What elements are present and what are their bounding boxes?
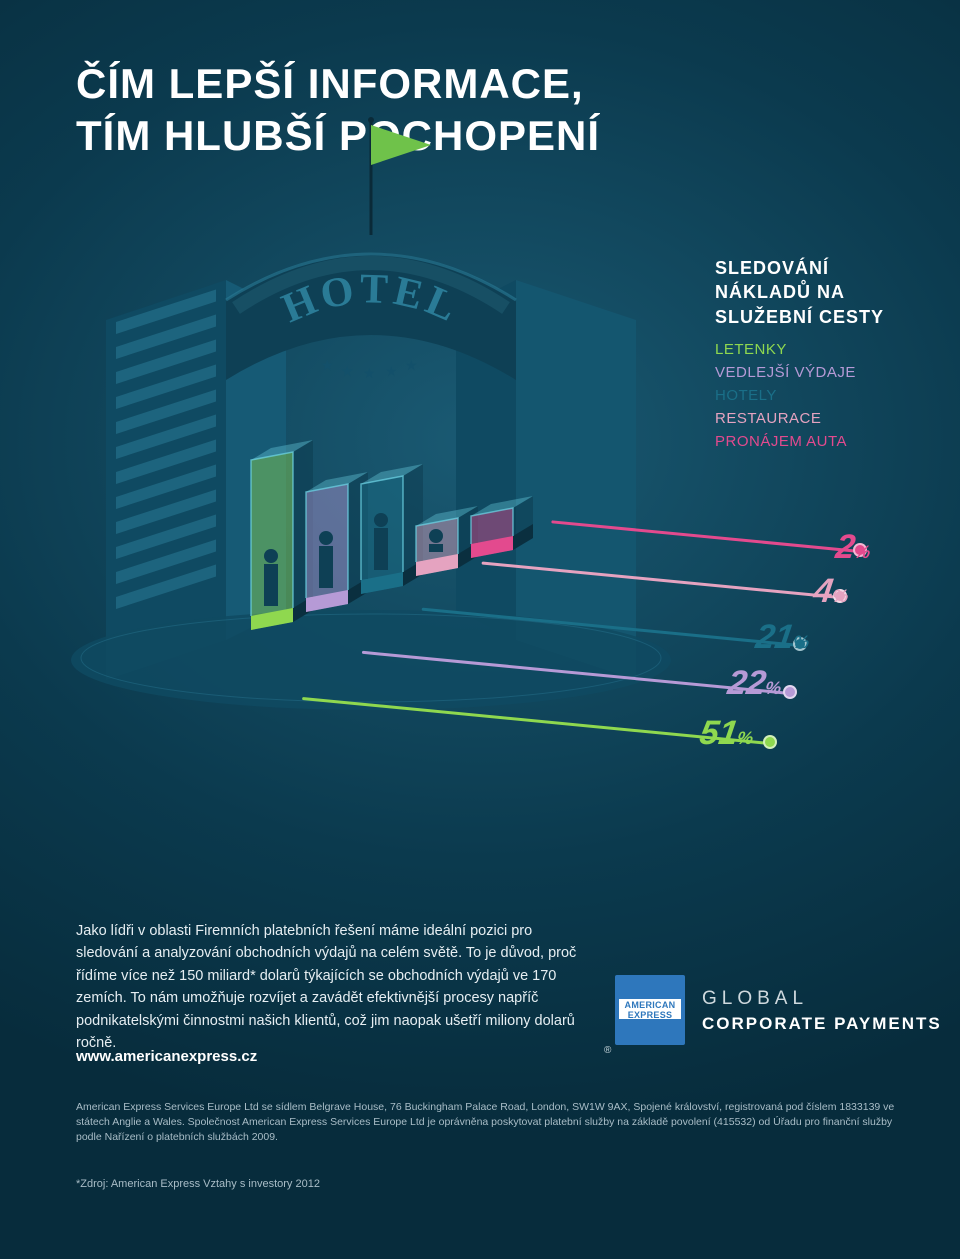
legend-heading-l2: NÁKLADŮ NA <box>715 282 845 302</box>
legend: SLEDOVÁNÍ NÁKLADŮ NA SLUŽEBNÍ CESTY LETE… <box>715 256 884 456</box>
source-note: *Zdroj: American Express Vztahy s invest… <box>76 1178 320 1190</box>
global-corporate-payments: GLOBAL CORPORATE PAYMENTS <box>702 988 942 1034</box>
pct-label-hotely: 21% <box>753 618 812 657</box>
body-paragraph: Jako lídři v oblasti Firemních platebníc… <box>76 920 596 1055</box>
page-title: ČÍM LEPŠÍ INFORMACE, TÍM HLUBŠÍ POCHOPEN… <box>76 60 600 160</box>
legend-item: LETENKY <box>715 341 884 358</box>
gcp-line-1: GLOBAL <box>702 988 942 1010</box>
pct-label-restaurace: 4% <box>811 572 851 611</box>
amex-line-1: AMERICAN <box>625 1000 676 1010</box>
gcp-line-2: CORPORATE PAYMENTS <box>702 1014 942 1034</box>
pct-endpoint-letenky <box>763 735 777 749</box>
legend-item: HOTELY <box>715 387 884 404</box>
legend-heading-l3: SLUŽEBNÍ CESTY <box>715 307 884 327</box>
pct-label-pronajem: 2% <box>833 528 873 567</box>
svg-text:★: ★ <box>341 363 354 379</box>
pct-endpoint-vedlejsi <box>783 685 797 699</box>
title-line-1: ČÍM LEPŠÍ INFORMACE, <box>76 60 600 108</box>
legal-footnote: American Express Services Europe Ltd se … <box>76 1100 900 1146</box>
amex-logo-text: AMERICAN EXPRESS <box>619 999 681 1019</box>
legend-item: RESTAURACE <box>715 410 884 427</box>
svg-text:★: ★ <box>321 357 334 373</box>
svg-text:★: ★ <box>385 363 398 379</box>
amex-line-2: EXPRESS <box>628 1010 673 1020</box>
amex-logo: AMERICAN EXPRESS <box>615 975 685 1045</box>
title-line-2: TÍM HLUBŠÍ POCHOPENÍ <box>76 112 600 160</box>
legend-heading-l1: SLEDOVÁNÍ <box>715 258 829 278</box>
registered-mark: ® <box>604 1045 611 1056</box>
svg-text:★: ★ <box>363 365 376 381</box>
legend-item: PRONÁJEM AUTA <box>715 433 884 450</box>
pct-label-letenky: 51% <box>697 714 756 753</box>
pct-label-vedlejsi: 22% <box>725 664 784 703</box>
legend-item: VEDLEJŠÍ VÝDAJE <box>715 364 884 381</box>
website-url: www.americanexpress.cz <box>76 1048 257 1065</box>
svg-text:★: ★ <box>405 357 418 373</box>
legend-heading: SLEDOVÁNÍ NÁKLADŮ NA SLUŽEBNÍ CESTY <box>715 256 884 329</box>
